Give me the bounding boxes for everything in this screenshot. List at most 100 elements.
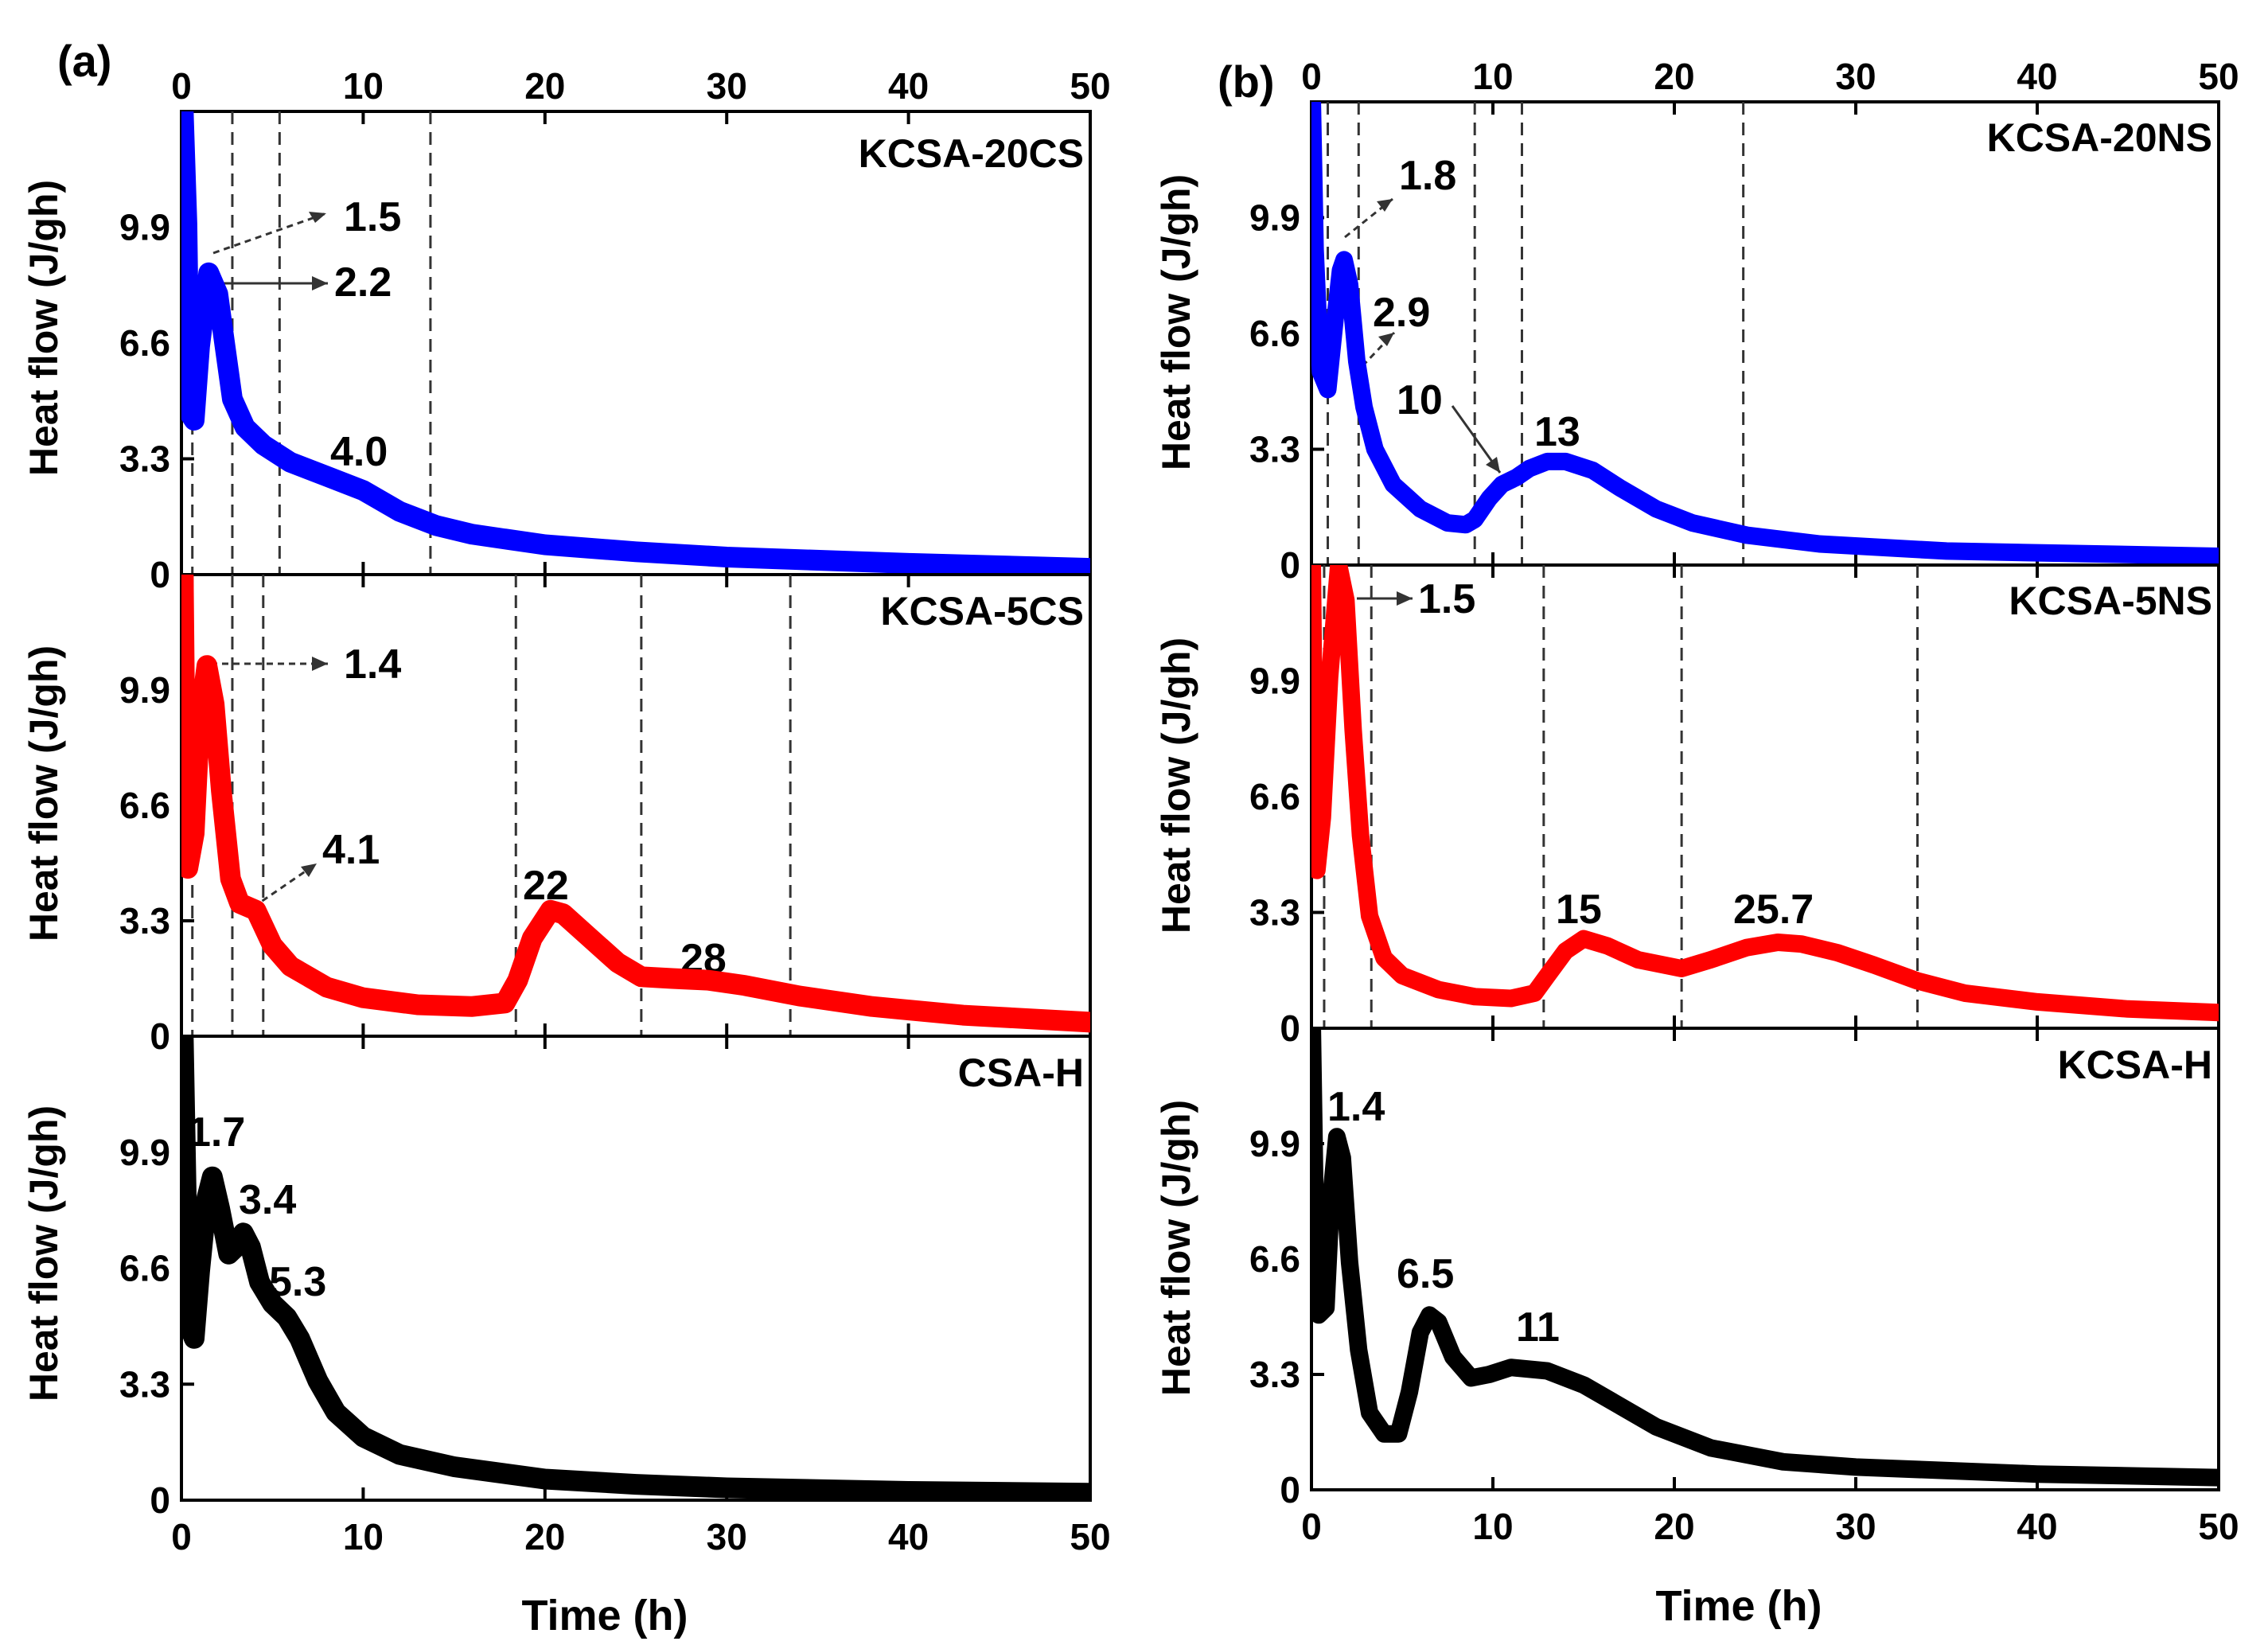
x-tick-label-bottom: 30 [707, 1516, 747, 1557]
y-tick-label: 3.3 [1249, 892, 1300, 934]
annotation-label: 4.1 [322, 827, 380, 873]
y-tick-label: 6.6 [1249, 776, 1300, 817]
data-curve-kcsa-20cs [181, 111, 1090, 575]
y-tick-label: 0 [1280, 1008, 1300, 1049]
sample-name-csa-h: CSA-H [958, 1051, 1084, 1095]
y-tick-label: 9.9 [1249, 661, 1300, 702]
annotation-label: 11 [1516, 1304, 1560, 1351]
panel-label-a: (a) [57, 36, 111, 86]
data-curve-kcsa-5ns [1311, 565, 2219, 1022]
annotation-label: 10 [1397, 377, 1443, 423]
annotation-arrow [301, 863, 317, 877]
y-tick-label: 6.6 [119, 785, 170, 826]
y-axis-label-a-bot: Heat flow (J/gh) [21, 1105, 66, 1401]
panel-b: 0 3.3 6.6 9.9 0 3.3 6.6 9.9 0 3.3 6.6 9.9 0 10 20 30 40 5… [1249, 56, 2239, 1547]
y-tick-label: 3.3 [119, 439, 170, 480]
sample-name-kcsa-h: KCSA-H [2058, 1043, 2212, 1087]
annotation-label: 1.5 [344, 194, 401, 240]
y-tick-label: 6.6 [1249, 313, 1300, 354]
sample-name-kcsa-5cs: KCSA-5CS [880, 589, 1084, 633]
y-axis-label-a-top: Heat flow (J/gh) [21, 180, 66, 476]
x-tick-label-top: 20 [524, 65, 565, 107]
x-tick-label-top: 30 [707, 65, 747, 107]
annotation-label: 4.0 [330, 429, 388, 475]
annotation-arrow [1486, 457, 1500, 473]
x-tick-label-bottom: 0 [1301, 1506, 1322, 1547]
subplot-kcsa-h: 0 3.3 6.6 9.9 [1249, 1027, 2220, 1511]
annotation-label: 1.4 [344, 641, 401, 688]
y-tick-label: 9.9 [1249, 197, 1300, 239]
annotation-arrow [309, 212, 326, 223]
x-tick-label-bottom: 20 [524, 1516, 565, 1557]
annotation-arrow [1397, 591, 1413, 606]
x-tick-label-top: 0 [171, 65, 192, 107]
x-axis-label-b: Time (h) [1655, 1582, 1822, 1630]
x-tick-label-bottom: 0 [171, 1516, 192, 1557]
annotation-label: 1.5 [1418, 576, 1475, 622]
subplot-csa-h: 0 3.3 6.6 9.9 [119, 1035, 1092, 1521]
x-tick-label-top: 20 [1654, 56, 1694, 97]
y-axis-label-b-bot: Heat flow (J/gh) [1154, 1100, 1198, 1396]
annotation-label: 15 [1556, 887, 1602, 933]
annotation-label: 1.7 [188, 1109, 245, 1156]
x-tick-label-top: 50 [2198, 56, 2239, 97]
sample-name-kcsa-5ns: KCSA-5NS [2009, 579, 2212, 623]
x-tick-label-bottom: 40 [888, 1516, 929, 1557]
annotation-arrow [252, 862, 318, 909]
x-tick-label-top: 40 [2017, 56, 2057, 97]
annotation-label: 13 [1534, 409, 1580, 455]
annotation-arrow [212, 212, 327, 255]
y-tick-label: 3.3 [119, 900, 170, 941]
y-tick-label: 6.6 [1249, 1238, 1300, 1280]
panel-a: 0 3.3 6.6 9.9 0 3.3 6.6 9.9 0 3.3 6.6 9.9 0 10 20 30 40 5… [119, 65, 1111, 1557]
y-tick-label: 6.6 [119, 322, 170, 364]
subplot-kcsa-20cs: 0 3.3 6.6 9.9 [119, 110, 1092, 595]
data-curve-kcsa-h [1311, 1028, 2219, 1487]
annotations-a: 1.5 2.2 4.0 1.4 4.1 22 28 1.7 3.4 5.3 [188, 194, 727, 1305]
y-axis-label-a-mid: Heat flow (J/gh) [21, 645, 66, 941]
panel-label-b: (b) [1218, 57, 1275, 107]
y-axis-label-b-top: Heat flow (J/gh) [1154, 174, 1198, 470]
annotation-label: 1.4 [1327, 1084, 1385, 1130]
x-tick-label-top: 30 [1835, 56, 1876, 97]
x-tick-label-top: 0 [1301, 56, 1322, 97]
data-curve-kcsa-20ns [1311, 102, 2219, 565]
plot-frame [1310, 563, 2220, 1030]
subplot-kcsa-5cs: 0 3.3 6.6 9.9 [119, 573, 1092, 1057]
x-tick-label-bottom: 20 [1654, 1506, 1694, 1547]
y-tick-label: 0 [150, 1016, 170, 1057]
annotations-b: 1.8 2.9 10 13 1.5 15 25.7 1.4 6.5 11 [1327, 153, 1814, 1351]
annotation-label: 2.2 [334, 259, 392, 306]
x-axis-label-a: Time (h) [521, 1592, 688, 1639]
annotation-label: 2.9 [1373, 290, 1430, 336]
y-tick-label: 9.9 [119, 1132, 170, 1173]
plot-frame [180, 110, 1092, 576]
subplot-kcsa-20ns: 0 3.3 6.6 9.9 [1249, 100, 2220, 586]
x-tick-label-top: 40 [888, 65, 929, 107]
x-tick-label-bottom: 30 [1835, 1506, 1876, 1547]
y-tick-label: 9.9 [119, 669, 170, 711]
y-tick-label: 0 [1280, 544, 1300, 586]
x-tick-label-bottom: 50 [1070, 1516, 1110, 1557]
y-tick-label: 3.3 [1249, 1354, 1300, 1395]
x-tick-label-bottom: 50 [2198, 1506, 2239, 1547]
sample-name-kcsa-20cs: KCSA-20CS [859, 131, 1084, 176]
annotation-label: 1.8 [1399, 153, 1456, 199]
annotation-arrow [1377, 199, 1393, 212]
y-tick-label: 3.3 [119, 1363, 170, 1405]
y-tick-label: 0 [150, 554, 170, 595]
y-tick-label: 9.9 [119, 207, 170, 248]
x-tick-label-top: 10 [343, 65, 384, 107]
annotation-label: 3.4 [239, 1177, 296, 1223]
annotation-arrow [1378, 333, 1394, 346]
y-tick-label: 6.6 [119, 1248, 170, 1289]
annotation-label: 6.5 [1397, 1251, 1454, 1297]
y-tick-label: 3.3 [1249, 429, 1300, 470]
x-tick-label-bottom: 10 [1472, 1506, 1513, 1547]
x-tick-label-bottom: 40 [2017, 1506, 2057, 1547]
y-axis-label-b-mid: Heat flow (J/gh) [1154, 637, 1198, 934]
subplot-kcsa-5ns: 0 3.3 6.6 9.9 [1249, 563, 2220, 1049]
x-tick-label-top: 10 [1472, 56, 1513, 97]
sample-name-kcsa-20ns: KCSA-20NS [1987, 115, 2212, 160]
